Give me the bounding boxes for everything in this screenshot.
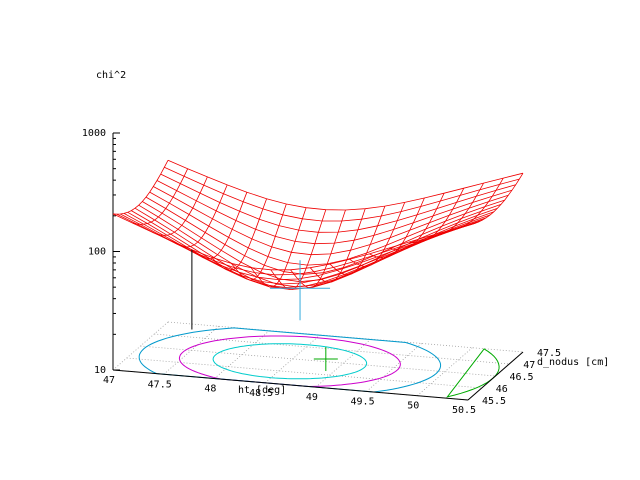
surface-line (369, 197, 425, 259)
surface-line (448, 177, 504, 231)
x-tick-label: 50.5 (452, 405, 476, 416)
surface-line (388, 193, 445, 251)
surface-line (250, 207, 307, 288)
surface-line (329, 205, 386, 276)
x-tick-label: 50 (407, 401, 419, 412)
contour-line (178, 335, 401, 388)
x-tick-label: 47.5 (148, 379, 172, 390)
surface-line (309, 208, 366, 283)
surface-line (132, 168, 189, 225)
base-grid-line (163, 325, 219, 375)
z-tick-label: 100 (88, 247, 106, 258)
contour-lines (138, 327, 500, 398)
x-tick-label: 49.5 (351, 396, 375, 407)
x-tick-label: 48.5 (249, 388, 273, 399)
surface-line (211, 198, 267, 271)
surface-line (408, 188, 465, 244)
surface-line (270, 209, 327, 290)
surface-mesh (112, 159, 524, 290)
x-axis-label: ht [deg] (238, 385, 286, 396)
y-tick-label: 46 (496, 384, 508, 395)
y-tick-label: 46.5 (510, 372, 534, 383)
axes (112, 132, 524, 401)
axis-labels: chi^2 ht [deg] d_nodus [cm] (96, 70, 609, 396)
base-grid-line (214, 330, 270, 379)
base-grid-line (366, 343, 422, 392)
surface-line (467, 172, 524, 226)
z-axis-label: chi^2 (96, 70, 126, 81)
surface-line (191, 192, 248, 260)
base-grid-line (417, 347, 473, 397)
contour-line (138, 327, 442, 393)
y-tick-label: 47 (523, 360, 535, 371)
surface-line (120, 213, 476, 281)
y-tick-label: 47.5 (537, 348, 561, 359)
surface-line (428, 182, 484, 237)
base-grid-line (126, 357, 482, 389)
base-grid (112, 321, 524, 401)
surface-line (230, 203, 287, 281)
z-tick-label: 10 (94, 365, 106, 376)
surface-line (131, 210, 487, 290)
surface-line (152, 176, 208, 236)
base-grid-line (264, 334, 321, 384)
base-grid-line (315, 338, 372, 388)
surface-line (171, 184, 228, 248)
contour-line (446, 348, 500, 398)
x-axis-line (112, 369, 469, 401)
surface-line (127, 211, 483, 288)
y-tick-label: 45.5 (482, 396, 506, 407)
x-tick-label: 47 (103, 375, 115, 386)
contour-line (212, 343, 368, 380)
surface-line (349, 202, 406, 267)
markers (191, 249, 338, 372)
surface-line (142, 201, 498, 283)
x-tick-label: 48 (204, 384, 216, 395)
surface-line (145, 196, 502, 275)
y-axis-label: d_nodus [cm] (537, 357, 609, 368)
z-tick-label: 1000 (82, 128, 106, 139)
y-axis-line (467, 351, 524, 401)
surface-line (167, 159, 524, 211)
x-tick-label: 49 (306, 392, 318, 403)
surface-line (112, 160, 169, 215)
